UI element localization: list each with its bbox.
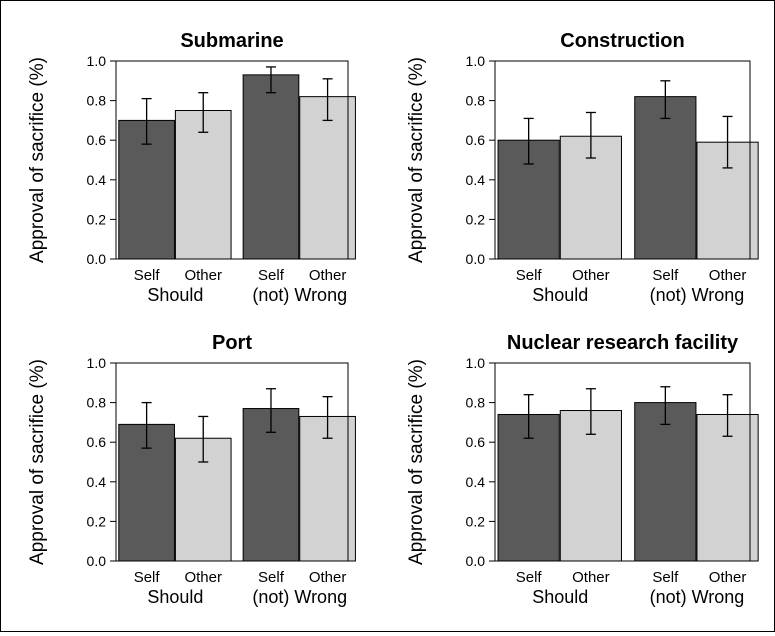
y-tick-label: 0.6 <box>87 132 107 148</box>
group-label-should: Should <box>147 587 203 607</box>
y-tick-label: 1.0 <box>466 355 486 371</box>
bar-self-should <box>497 413 560 562</box>
chart-title: Submarine <box>180 30 283 52</box>
plot-frame <box>494 362 751 562</box>
category-label: Self <box>516 267 543 284</box>
group-label-not-wrong: (not) Wrong <box>650 285 745 305</box>
bar-self-not-wrong <box>634 402 697 562</box>
y-tick-label: 0.6 <box>466 132 486 148</box>
category-label: Self <box>134 569 161 586</box>
y-tick-label: 0.6 <box>466 434 486 450</box>
y-tick-label: 0.4 <box>466 474 486 490</box>
bar-other-not-wrong <box>299 415 356 562</box>
category-label: Other <box>709 267 747 284</box>
category-label: Self <box>516 569 543 586</box>
chart-title: Construction <box>560 30 684 52</box>
group-label-not-wrong: (not) Wrong <box>650 587 745 607</box>
y-tick-label: 0.8 <box>466 93 486 109</box>
group-label-not-wrong: (not) Wrong <box>252 285 347 305</box>
category-label: Other <box>572 267 610 284</box>
bar-self-not-wrong <box>242 408 300 562</box>
category-label: Other <box>572 569 610 586</box>
category-label: Self <box>652 267 679 284</box>
y-tick-label: 1.0 <box>87 355 107 371</box>
bar-self-not-wrong <box>242 74 300 260</box>
bar-other-not-wrong <box>299 96 356 260</box>
y-axis-label: Approval of sacrifice (%) <box>406 57 427 263</box>
group-label-should: Should <box>532 285 588 305</box>
y-tick-label: 0.2 <box>466 211 486 227</box>
group-label-should: Should <box>147 285 203 305</box>
plot-frame <box>115 362 349 562</box>
y-tick-label: 0.2 <box>466 513 486 529</box>
y-tick-label: 0.0 <box>466 251 486 267</box>
y-axis-label: Approval of sacrifice (%) <box>406 359 427 565</box>
y-tick-label: 1.0 <box>87 53 107 69</box>
category-label: Other <box>709 569 747 586</box>
category-label: Other <box>309 569 347 586</box>
category-label: Self <box>258 569 285 586</box>
y-tick-label: 0.6 <box>87 434 107 450</box>
group-label-should: Should <box>532 587 588 607</box>
bar-self-not-wrong <box>634 96 697 260</box>
y-tick-label: 0.8 <box>87 93 107 109</box>
y-tick-label: 0.0 <box>87 553 107 569</box>
y-tick-label: 0.2 <box>87 211 107 227</box>
y-tick-label: 0.2 <box>87 513 107 529</box>
y-tick-label: 0.0 <box>87 251 107 267</box>
y-tick-label: 0.8 <box>87 395 107 411</box>
y-axis-label: Approval of sacrifice (%) <box>27 359 48 565</box>
y-tick-label: 0.8 <box>466 395 486 411</box>
chart-title: Port <box>212 332 252 354</box>
category-label: Self <box>258 267 285 284</box>
category-label: Self <box>652 569 679 586</box>
y-tick-label: 0.0 <box>466 553 486 569</box>
category-label: Other <box>184 569 222 586</box>
y-tick-label: 0.4 <box>87 172 107 188</box>
y-tick-label: 0.4 <box>466 172 486 188</box>
y-axis-label: Approval of sacrifice (%) <box>27 57 48 263</box>
plot-frame <box>115 60 349 260</box>
y-tick-label: 0.4 <box>87 474 107 490</box>
category-label: Self <box>134 267 161 284</box>
y-tick-label: 1.0 <box>466 53 486 69</box>
bar-other-should <box>559 410 622 562</box>
category-label: Other <box>184 267 222 284</box>
plot-frame <box>494 60 751 260</box>
category-label: Other <box>309 267 347 284</box>
chart-title: Nuclear research facility <box>507 332 739 354</box>
group-label-not-wrong: (not) Wrong <box>252 587 347 607</box>
